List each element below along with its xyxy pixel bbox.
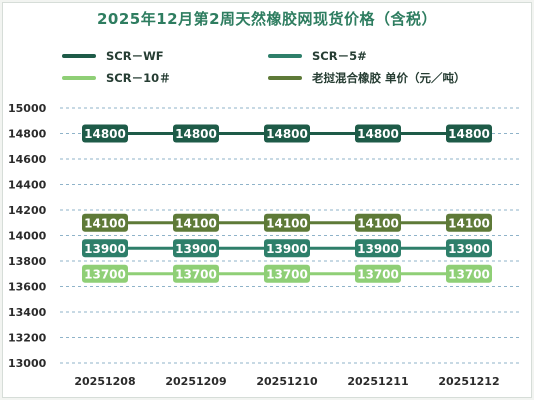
data-label: 14100	[175, 216, 217, 230]
x-tick-label: 20251211	[347, 375, 408, 388]
y-tick-label: 13400	[8, 306, 47, 319]
data-label: 14100	[448, 216, 490, 230]
data-label: 14100	[266, 216, 308, 230]
data-point	[355, 264, 401, 283]
data-label: 13700	[84, 267, 126, 281]
y-tick-label: 13000	[8, 357, 47, 370]
data-point	[82, 239, 128, 258]
data-point	[264, 124, 310, 143]
chart-title: 2025年12月第2周天然橡胶网现货价格（含税）	[96, 10, 438, 28]
data-point	[446, 213, 492, 232]
data-label: 14100	[84, 216, 126, 230]
legend-swatch	[62, 54, 96, 58]
data-label: 14800	[266, 127, 308, 141]
data-label: 13700	[448, 267, 490, 281]
data-point	[446, 239, 492, 258]
data-label: 13900	[448, 242, 490, 256]
legend-swatch	[62, 76, 96, 80]
data-label: 14800	[448, 127, 490, 141]
data-point	[355, 213, 401, 232]
y-tick-label: 14000	[8, 230, 47, 243]
data-point	[82, 124, 128, 143]
y-tick-label: 14600	[8, 153, 47, 166]
data-point	[173, 124, 219, 143]
legend-label: SCR－10＃	[106, 71, 171, 85]
data-label: 14800	[84, 127, 126, 141]
x-tick-label: 20251209	[165, 375, 226, 388]
chart-legend: SCR－WF SCR－5# SCR－10＃ 老挝混合橡胶 单价（元／吨）	[0, 0, 534, 100]
x-tick-label: 20251212	[438, 375, 499, 388]
legend-label: 老挝混合橡胶 单价（元／吨）	[312, 71, 466, 85]
data-point	[82, 264, 128, 283]
legend-swatch	[268, 54, 302, 58]
data-point	[355, 239, 401, 258]
y-tick-label: 13600	[8, 281, 47, 294]
y-tick-label: 14400	[8, 179, 47, 192]
data-label: 13700	[357, 267, 399, 281]
data-label: 13900	[175, 242, 217, 256]
y-tick-label: 14800	[8, 128, 47, 141]
data-point	[355, 124, 401, 143]
data-point	[264, 264, 310, 283]
data-point	[173, 239, 219, 258]
x-tick-label: 20251210	[256, 375, 318, 388]
data-point	[82, 213, 128, 232]
data-point	[264, 213, 310, 232]
data-point	[446, 124, 492, 143]
y-tick-label: 13200	[8, 332, 47, 345]
data-label: 14800	[357, 127, 399, 141]
data-point	[264, 239, 310, 258]
legend-item-laos-rubber: 老挝混合橡胶 单价（元／吨）	[268, 70, 466, 86]
legend-label: SCR－WF	[106, 49, 164, 63]
data-label: 13900	[84, 242, 126, 256]
x-tick-label: 20251208	[74, 375, 135, 388]
data-point	[446, 264, 492, 283]
legend-item-scr-wf: SCR－WF	[62, 48, 164, 64]
data-label: 13900	[266, 242, 308, 256]
data-point	[173, 213, 219, 232]
data-label: 13700	[175, 267, 217, 281]
data-point	[173, 264, 219, 283]
data-label: 14100	[357, 216, 399, 230]
data-label: 13900	[357, 242, 399, 256]
data-label: 14800	[175, 127, 217, 141]
y-tick-label: 14200	[8, 204, 47, 217]
legend-label: SCR－5#	[312, 49, 367, 63]
y-tick-label: 15000	[8, 102, 47, 115]
data-label: 13700	[266, 267, 308, 281]
legend-item-scr-5: SCR－5#	[268, 48, 367, 64]
y-tick-label: 13800	[8, 255, 47, 268]
legend-item-scr-10: SCR－10＃	[62, 70, 171, 86]
legend-swatch	[268, 76, 302, 80]
